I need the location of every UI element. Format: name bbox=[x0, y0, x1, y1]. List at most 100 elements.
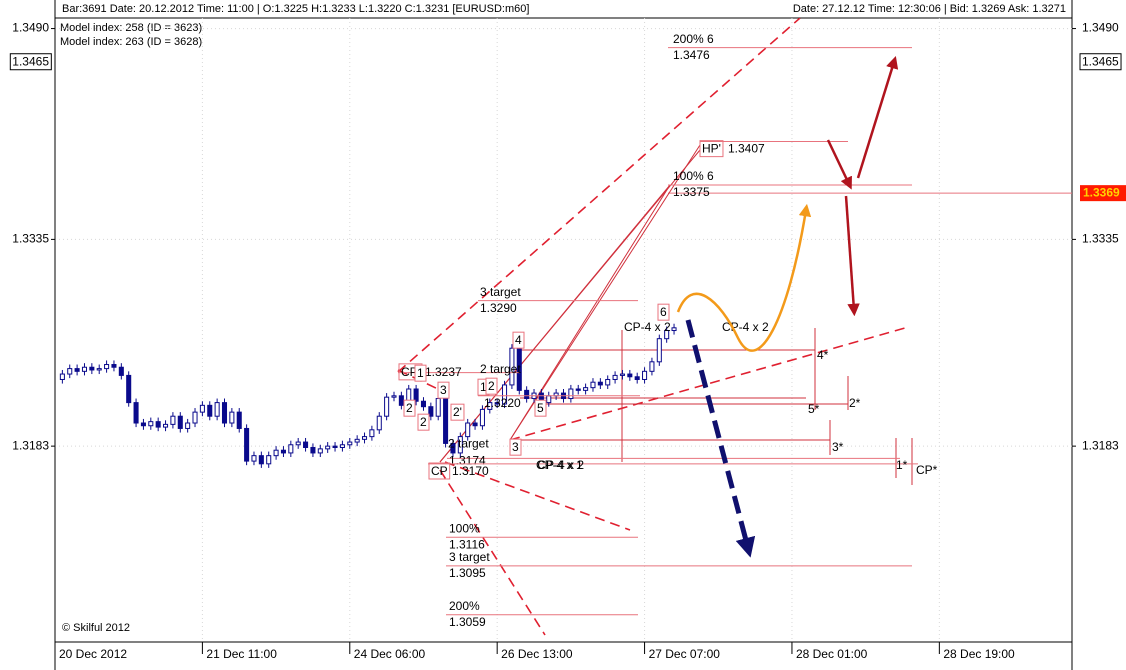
level-value: 1.3407 bbox=[728, 142, 765, 156]
tags: CP-4 x 1CP-4 x 2CP-4 x 2 CP-4 x 24*5* 2*3*… bbox=[403, 303, 938, 477]
candle-body bbox=[244, 427, 250, 462]
candle-body bbox=[177, 415, 183, 429]
candle-body bbox=[391, 395, 397, 398]
candle-body bbox=[207, 404, 213, 417]
label-box bbox=[485, 377, 498, 395]
candle-body bbox=[487, 402, 493, 410]
level-name: CP bbox=[431, 464, 448, 478]
candle-body bbox=[420, 400, 427, 408]
tag-label: 2 bbox=[420, 415, 427, 429]
candle-body bbox=[104, 364, 110, 370]
label-box bbox=[437, 381, 450, 399]
label-box bbox=[450, 403, 465, 421]
level-name: 3 target bbox=[449, 550, 490, 564]
drawings bbox=[397, 18, 913, 636]
tag-label: CP* bbox=[916, 463, 938, 477]
copyright: © Skilful 2012 bbox=[62, 622, 130, 634]
candle-body bbox=[450, 442, 456, 454]
x-tick-label: 28 Dec 01:00 bbox=[796, 647, 868, 661]
candle-body bbox=[258, 455, 264, 465]
label-box bbox=[9, 53, 52, 71]
candle-body bbox=[443, 398, 449, 444]
candle-body bbox=[155, 421, 161, 428]
candle-body bbox=[280, 449, 286, 454]
tag-label: 2' bbox=[453, 405, 462, 419]
x-tick-label: 26 Dec 13:00 bbox=[501, 647, 573, 661]
candle-body bbox=[273, 449, 279, 457]
info-left: Bar:3691 Date: 20.12.2012 Time: 11:00 | … bbox=[62, 3, 529, 15]
candle-body bbox=[398, 395, 404, 406]
model-note: Model index: 258 (ID = 3623) bbox=[60, 22, 202, 34]
candles bbox=[59, 323, 677, 468]
candle-body bbox=[413, 388, 419, 402]
candle-body bbox=[251, 455, 257, 462]
candle-body bbox=[384, 396, 390, 417]
bid-box bbox=[1080, 185, 1126, 202]
level-value: 1.3116 bbox=[449, 537, 485, 551]
price-marker-label: 1.3465 bbox=[12, 55, 49, 69]
tag-label: CP-4 x 2 bbox=[537, 458, 584, 472]
x-tick-label: 27 Dec 07:00 bbox=[649, 647, 721, 661]
candle-body bbox=[354, 438, 360, 443]
label-box bbox=[534, 399, 547, 417]
candle-body bbox=[619, 373, 625, 376]
trendlines bbox=[397, 18, 906, 636]
candle-body bbox=[656, 338, 662, 363]
level-value: 1.3170 bbox=[452, 464, 489, 478]
level-value: 1.3095 bbox=[449, 566, 486, 580]
level-name: 200% 6 bbox=[673, 32, 714, 46]
level-name: 200% bbox=[449, 599, 480, 613]
label-box bbox=[428, 462, 451, 480]
candle-body bbox=[605, 378, 611, 386]
trendline bbox=[397, 18, 801, 373]
model-lines bbox=[439, 144, 913, 485]
tag-label: 3* bbox=[832, 440, 844, 454]
candle-body bbox=[96, 368, 102, 371]
tag-label: 3 bbox=[440, 383, 447, 397]
candle-body bbox=[221, 402, 228, 424]
axes: 1.3490 1.3490 1.3335 1.3335 1.3183 1.3183 1.34… bbox=[9, 21, 1126, 661]
candle-body bbox=[295, 441, 301, 446]
label-box bbox=[509, 438, 522, 456]
candle-body bbox=[546, 395, 552, 404]
tag-label: 1* bbox=[896, 458, 908, 472]
trendline bbox=[509, 327, 906, 441]
level-name: 2 target bbox=[480, 362, 521, 376]
level-name: 2 target bbox=[448, 437, 489, 451]
tag-label: 1 bbox=[480, 380, 487, 394]
x-tick-label: 28 Dec 19:00 bbox=[943, 647, 1015, 661]
level-value: 1.3290 bbox=[480, 301, 517, 315]
candle-body bbox=[266, 455, 272, 465]
candle-body bbox=[192, 411, 198, 424]
info-bar bbox=[0, 0, 1126, 18]
candle-body bbox=[332, 445, 338, 448]
candle-body bbox=[59, 373, 65, 380]
tag-label: 2 bbox=[406, 401, 413, 415]
label-box bbox=[417, 413, 430, 431]
candle-body bbox=[199, 404, 205, 413]
candle-body bbox=[361, 436, 368, 440]
candle-body bbox=[170, 415, 176, 425]
candle-body bbox=[435, 398, 441, 417]
forecast-arrows bbox=[676, 56, 899, 558]
level-value: 1.3059 bbox=[449, 615, 486, 629]
candle-body bbox=[472, 422, 478, 427]
candle-body bbox=[583, 387, 589, 391]
candle-body bbox=[317, 448, 323, 454]
candle-body bbox=[664, 330, 670, 340]
candle-body bbox=[568, 388, 574, 400]
label-box bbox=[414, 364, 427, 382]
candle-body bbox=[111, 364, 117, 368]
forecast-arrow-down bbox=[844, 195, 860, 317]
candle-body bbox=[236, 411, 242, 429]
candle-body bbox=[494, 402, 500, 405]
candle-body bbox=[590, 381, 596, 389]
forecast-arrow-curve bbox=[676, 203, 812, 352]
level-name: 3 target bbox=[480, 285, 521, 299]
candle-body bbox=[612, 374, 618, 380]
candle-body bbox=[185, 422, 191, 429]
forecast-arrow-down bbox=[826, 139, 852, 190]
label-box bbox=[512, 331, 525, 349]
